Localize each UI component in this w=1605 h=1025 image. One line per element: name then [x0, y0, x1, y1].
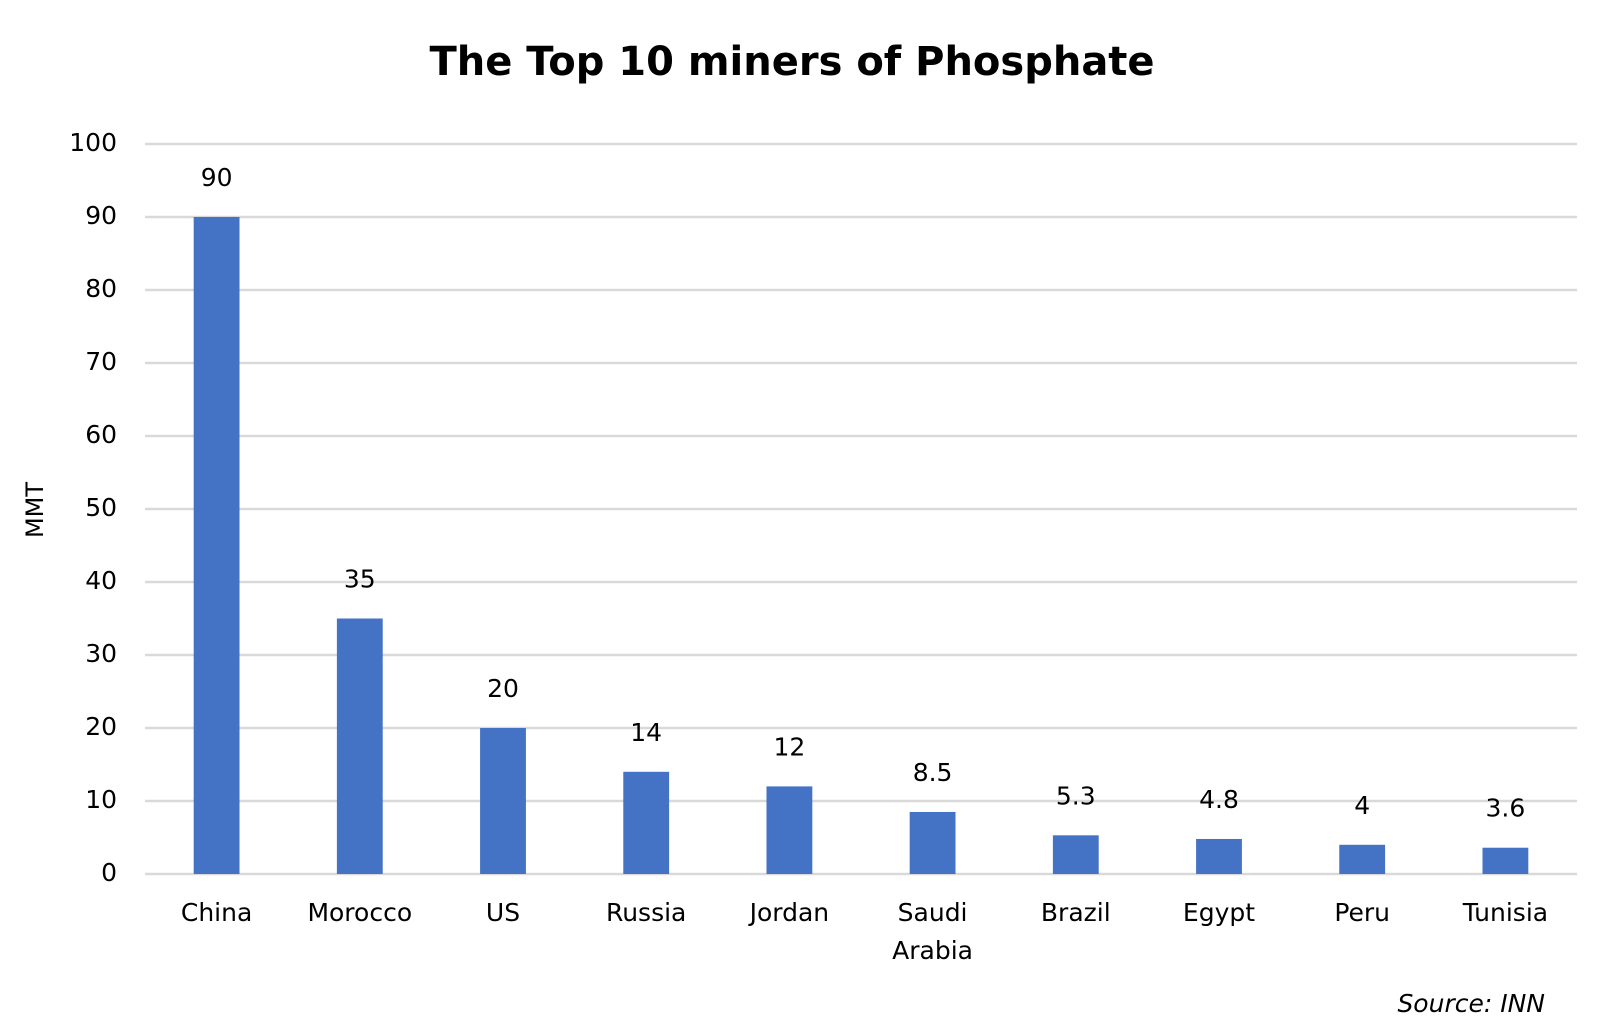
bar	[336, 618, 383, 874]
bar	[623, 771, 670, 874]
data-label: 8.5	[913, 758, 953, 787]
bar	[1052, 835, 1099, 874]
bar	[1196, 838, 1242, 874]
data-label: 4.8	[1199, 785, 1239, 814]
source-note: Source: INN	[1397, 989, 1545, 1018]
data-label: 3.6	[1486, 794, 1526, 823]
data-label: 12	[773, 732, 805, 761]
y-tick-label: 10	[85, 785, 117, 814]
data-label: 4	[1354, 791, 1370, 820]
y-tick-label: 70	[85, 347, 117, 376]
y-tick-label: 30	[85, 639, 117, 668]
y-tick-label: 50	[85, 493, 117, 522]
x-tick-label: Peru	[1334, 898, 1391, 927]
data-label: 35	[344, 565, 376, 594]
bar	[766, 786, 813, 874]
y-tick-label: 40	[85, 566, 117, 595]
x-tick-label: Jordan	[749, 898, 830, 927]
data-label: 5.3	[1056, 781, 1096, 810]
y-tick-label: 80	[85, 274, 117, 303]
y-axis-label: MMT	[21, 482, 49, 538]
data-label: 14	[630, 718, 662, 747]
data-label: 20	[487, 674, 519, 703]
y-tick-label: 90	[85, 201, 117, 230]
y-tick-label: 20	[85, 712, 117, 741]
bar	[193, 217, 240, 874]
x-tick-label: Morocco	[307, 898, 413, 927]
y-tick-label: 60	[85, 420, 117, 449]
x-tick-label: Russia	[605, 898, 687, 927]
bar	[1339, 844, 1386, 874]
chart-title: The Top 10 miners of Phosphate	[429, 39, 1154, 85]
x-tick-label: US	[485, 898, 521, 927]
data-label: 90	[201, 163, 233, 192]
x-tick-label: Brazil	[1040, 898, 1111, 927]
x-tick-label: Saudi Arabia	[892, 898, 974, 965]
y-tick-label: 100	[69, 128, 117, 157]
x-tick-label: Egypt	[1182, 898, 1256, 927]
x-tick-label: Tunisia	[1462, 898, 1549, 927]
x-tick-label: China	[180, 898, 253, 927]
bar	[909, 811, 956, 874]
bar	[1482, 847, 1529, 874]
bar	[480, 728, 526, 874]
y-tick-label: 0	[101, 858, 117, 887]
